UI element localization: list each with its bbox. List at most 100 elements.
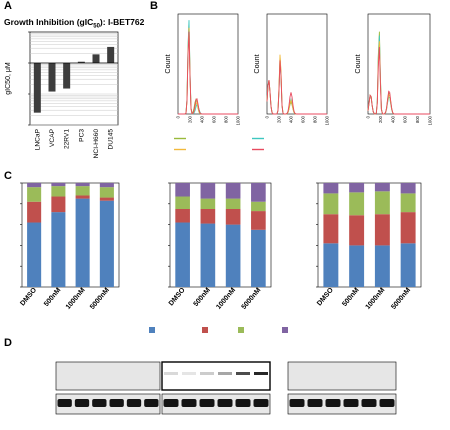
- stacked-bar-segment: [374, 191, 390, 215]
- histogram-curve: [266, 54, 327, 115]
- stacked-bar-segment: [75, 198, 90, 287]
- tubulin-band: [126, 399, 142, 407]
- parp-band: [218, 372, 232, 375]
- panel-a-title: Growth Inhibition (gIC50): I-BET762: [4, 17, 144, 30]
- category-label: 500nM: [43, 287, 62, 308]
- parp-blot: [161, 361, 271, 391]
- x-tick-label: 200: [378, 115, 383, 123]
- category-label: 1000nM: [365, 287, 387, 311]
- x-tick-label: 200: [188, 115, 193, 123]
- panel-letter-c: C: [4, 170, 12, 182]
- category-label: 500nM: [341, 287, 360, 308]
- tubulin-band: [379, 399, 395, 407]
- stacked-bar-segment: [323, 214, 339, 244]
- cell-cycle-charts: DMSO 500nM 1000nM 5000nM DMSO 500nM 1000nM 5000…: [19, 182, 422, 333]
- stacked-bar-segment: [349, 183, 365, 193]
- category-label: DMSO: [316, 286, 335, 307]
- stacked-bar-segment: [374, 245, 390, 287]
- gic50-bar: [33, 63, 41, 113]
- stacked-bar-segment: [27, 222, 42, 287]
- category-label: VCAP: [49, 128, 56, 147]
- stacked-bar-segment: [225, 183, 241, 199]
- gic50-bar: [107, 46, 115, 63]
- x-tick-label: 1000: [428, 115, 433, 125]
- stacked-bar-segment: [75, 195, 90, 199]
- panel-a-title-tail: ): I-BET762: [99, 17, 145, 27]
- stacked-bar-segment: [251, 211, 266, 230]
- histogram-curve: [266, 60, 327, 115]
- panel-a-title-subscript: 50: [93, 23, 100, 30]
- stacked-bar-segment: [200, 209, 216, 224]
- x-tick-label: 0: [265, 115, 270, 118]
- category-label: 500nM: [193, 287, 212, 308]
- category-label: 5000nM: [390, 287, 412, 311]
- stacked-bar-segment: [51, 212, 66, 287]
- legend-swatch: [282, 327, 288, 333]
- panel-a-title-text: Growth Inhibition (gIC: [4, 17, 94, 27]
- stacked-bar-segment: [251, 201, 266, 212]
- stacked-bar-segment: [99, 200, 114, 287]
- gic50-bar: [48, 63, 56, 92]
- panel-letter-b: B: [150, 0, 158, 12]
- stacked-bar-segment: [200, 223, 216, 287]
- x-tick-label: 800: [313, 115, 318, 123]
- stacked-bar-segment: [200, 198, 216, 209]
- cellcycle-plot-frame: [21, 182, 120, 288]
- tubulin-band: [217, 399, 233, 407]
- x-tick-label: 0: [176, 115, 181, 118]
- parp-band: [236, 372, 250, 375]
- histogram-ylabel: Count: [353, 54, 362, 73]
- category-label: PC3: [78, 129, 85, 142]
- stacked-bar-segment: [27, 187, 42, 202]
- parp-band: [182, 372, 196, 375]
- stacked-bar-segment: [349, 192, 365, 216]
- stacked-bar-segment: [175, 222, 190, 287]
- legend-swatch: [238, 327, 244, 333]
- stacked-bar-segment: [200, 183, 216, 199]
- tubulin-band: [74, 399, 90, 407]
- gic50-bar: [63, 63, 71, 89]
- x-tick-label: 800: [224, 115, 229, 123]
- stacked-bar-segment: [374, 183, 390, 192]
- tubulin-band: [163, 399, 179, 407]
- gic50-bar: [92, 54, 100, 63]
- parp-blot: [55, 361, 161, 391]
- parp-band: [254, 372, 268, 375]
- gic50-bar: [77, 61, 85, 63]
- stacked-bar-segment: [75, 183, 90, 187]
- parp-blot: [287, 361, 397, 391]
- stacked-bar-segment: [323, 183, 339, 194]
- stacked-bar-segment: [27, 183, 42, 188]
- histogram-curve: [266, 61, 327, 115]
- stacked-bar-segment: [175, 183, 190, 197]
- stacked-bar-segment: [51, 183, 66, 187]
- tubulin-band: [235, 399, 251, 407]
- histogram-ylabel: Count: [252, 54, 261, 73]
- stacked-bar-segment: [400, 243, 416, 287]
- x-tick-label: 1000: [236, 115, 241, 125]
- category-label: 22RV1: [64, 129, 71, 149]
- stacked-bar-segment: [99, 197, 114, 201]
- stacked-bar-segment: [175, 196, 190, 209]
- stacked-bar-segment: [99, 183, 114, 188]
- stacked-bar-segment: [51, 186, 66, 197]
- category-label: LNCaP: [34, 128, 41, 150]
- category-label: 5000nM: [89, 287, 111, 311]
- x-tick-label: 600: [212, 115, 217, 123]
- tubulin-band: [361, 399, 377, 407]
- tubulin-band: [181, 399, 197, 407]
- category-label: 5000nM: [241, 287, 263, 311]
- stacked-bar-segment: [349, 215, 365, 246]
- panel-a-plot-frame: [29, 31, 119, 126]
- legend-swatch: [149, 327, 155, 333]
- tubulin-band: [307, 399, 323, 407]
- tubulin-band: [343, 399, 359, 407]
- stacked-bar-segment: [349, 245, 365, 287]
- flow-cytometry-histograms: Count 0 200 400 600 800 1000 Count 0 200 400 600 800…: [163, 13, 433, 151]
- category-label: DMSO: [168, 286, 187, 307]
- stacked-bar-segment: [400, 183, 416, 194]
- x-tick-label: 0: [366, 115, 371, 118]
- tubulin-band: [92, 399, 107, 407]
- cellcycle-plot-frame: [317, 182, 422, 288]
- x-tick-label: 400: [200, 115, 205, 123]
